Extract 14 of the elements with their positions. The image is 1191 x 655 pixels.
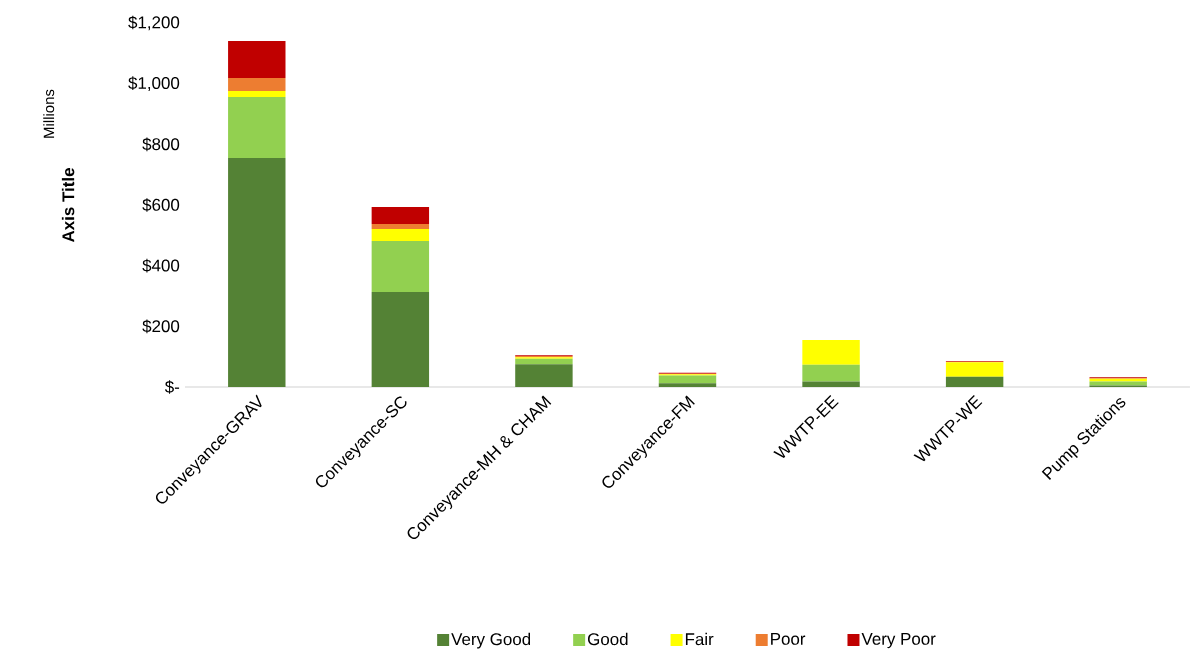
- y-tick-label: $200: [142, 319, 180, 334]
- y-tick-label: $1,200: [128, 15, 180, 31]
- legend-label: Very Poor: [861, 633, 936, 649]
- y-tick-label: $1,000: [128, 76, 180, 92]
- y-tick-label: $400: [142, 258, 180, 273]
- y-axis-title: Axis Title: [61, 168, 75, 243]
- legend-label: Fair: [685, 632, 714, 646]
- text: Millions: [43, 89, 55, 138]
- y-tick-label: $800: [142, 137, 180, 152]
- legend-label: Good: [588, 632, 628, 646]
- legend-label: Poor: [771, 633, 806, 645]
- y-tick-label: $600: [142, 198, 180, 212]
- y-tick-label: $-: [164, 380, 180, 394]
- legend-label: Very Good: [451, 632, 531, 649]
